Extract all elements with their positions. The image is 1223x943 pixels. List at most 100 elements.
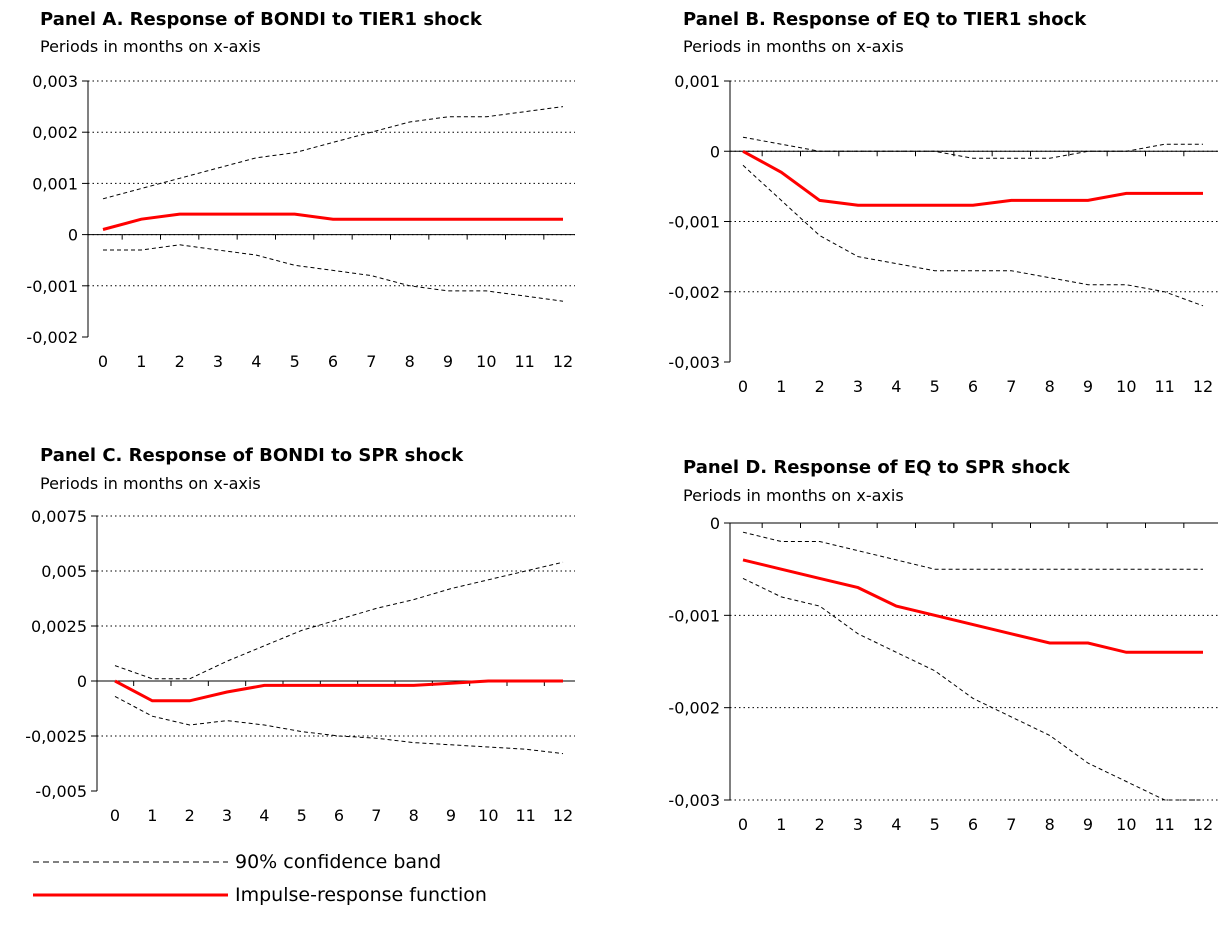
irf-series-line (102, 212, 563, 231)
confidence-band-line (742, 531, 1203, 570)
y-tick-label: 0,005 (41, 562, 87, 581)
x-tick-label: 12 (1193, 377, 1213, 396)
x-tick-label: 3 (222, 806, 232, 825)
x-tick-label: 6 (968, 377, 978, 396)
irf-series-line (742, 149, 1203, 207)
y-tick-label: -0,002 (26, 328, 78, 347)
panel-subtitle: Periods in months on x-axis (40, 37, 261, 56)
x-tick-label: 4 (251, 352, 261, 371)
x-tick-label: 11 (515, 806, 535, 825)
y-tick-label: -0,003 (668, 791, 720, 810)
x-tick-label: 0 (738, 377, 748, 396)
x-tick-label: 2 (175, 352, 185, 371)
panel-title: Panel A. Response of BONDI to TIER1 shoc… (40, 9, 483, 30)
y-tick-label: 0,0025 (31, 617, 87, 636)
chart-panel-c: Panel C. Response of BONDI to SPR shock P… (25, 445, 575, 825)
confidence-band-line (742, 136, 1203, 159)
x-tick-label: 12 (553, 806, 573, 825)
y-tick-label: 0,003 (32, 72, 78, 91)
y-tick-label: 0,001 (674, 72, 720, 91)
irf-series-line (114, 679, 563, 703)
confidence-band-line (103, 244, 564, 302)
x-tick-label: 11 (514, 352, 534, 371)
x-tick-label: 12 (1193, 815, 1213, 834)
x-tick-label: 0 (110, 806, 120, 825)
x-tick-label: 9 (446, 806, 456, 825)
y-tick-label: 0 (68, 226, 78, 245)
x-tick-label: 8 (1045, 815, 1055, 834)
confidence-band-line (742, 577, 1203, 801)
y-tick-label: -0,0025 (25, 727, 87, 746)
x-tick-label: 1 (136, 352, 146, 371)
x-tick-label: 10 (478, 806, 498, 825)
x-tick-label: 0 (738, 815, 748, 834)
x-tick-label: 7 (371, 806, 381, 825)
x-tick-label: 1 (776, 377, 786, 396)
irf-series-line (742, 558, 1203, 654)
x-tick-label: 10 (1116, 377, 1136, 396)
x-tick-label: 7 (366, 352, 376, 371)
x-tick-label: 7 (1006, 377, 1016, 396)
x-tick-label: 4 (259, 806, 269, 825)
panel-subtitle: Periods in months on x-axis (40, 474, 261, 493)
x-tick-label: 5 (930, 815, 940, 834)
y-tick-label: -0,001 (668, 606, 720, 625)
x-tick-label: 1 (147, 806, 157, 825)
x-tick-label: 5 (930, 377, 940, 396)
legend: 90% confidence band Impulse-response func… (33, 851, 487, 906)
confidence-band-line (114, 695, 564, 755)
legend-band-label: 90% confidence band (235, 851, 441, 873)
x-tick-label: 2 (815, 377, 825, 396)
x-tick-label: 10 (1116, 815, 1136, 834)
x-tick-label: 2 (815, 815, 825, 834)
y-tick-label: -0,002 (668, 699, 720, 718)
y-tick-label: -0,005 (35, 782, 87, 801)
confidence-band-line (102, 106, 564, 200)
x-tick-label: 6 (334, 806, 344, 825)
y-tick-label: 0,001 (32, 174, 78, 193)
x-tick-label: 8 (1045, 377, 1055, 396)
y-tick-label: -0,001 (668, 213, 720, 232)
x-tick-label: 9 (443, 352, 453, 371)
x-tick-label: 4 (891, 815, 901, 834)
chart-panel-a: Panel A. Response of BONDI to TIER1 shoc… (26, 9, 575, 371)
y-tick-label: 0 (710, 142, 720, 161)
x-tick-label: 8 (405, 352, 415, 371)
x-tick-label: 6 (328, 352, 338, 371)
x-tick-label: 3 (853, 377, 863, 396)
x-tick-label: 12 (553, 352, 573, 371)
panel-title: Panel B. Response of EQ to TIER1 shock (683, 9, 1087, 30)
legend-irf-label: Impulse-response function (235, 884, 487, 906)
x-tick-label: 11 (1154, 815, 1174, 834)
chart-panel-d: Panel D. Response of EQ to SPR shock Peri… (668, 457, 1218, 834)
x-tick-label: 1 (776, 815, 786, 834)
y-tick-label: 0 (710, 514, 720, 533)
y-tick-label: -0,003 (668, 353, 720, 372)
x-tick-label: 2 (185, 806, 195, 825)
chart-panel-b: Panel B. Response of EQ to TIER1 shock Pe… (668, 9, 1218, 396)
y-tick-label: 0 (77, 672, 87, 691)
confidence-band-line (114, 561, 564, 680)
x-tick-label: 7 (1006, 815, 1016, 834)
panel-subtitle: Periods in months on x-axis (683, 37, 904, 56)
confidence-band-line (742, 164, 1204, 307)
y-tick-label: -0,002 (668, 283, 720, 302)
x-tick-label: 8 (409, 806, 419, 825)
y-tick-label: 0,002 (32, 123, 78, 142)
x-tick-label: 9 (1083, 815, 1093, 834)
x-tick-label: 9 (1083, 377, 1093, 396)
x-tick-label: 5 (297, 806, 307, 825)
x-tick-label: 4 (891, 377, 901, 396)
x-tick-label: 10 (476, 352, 496, 371)
panel-title: Panel C. Response of BONDI to SPR shock (40, 445, 464, 466)
y-tick-label: -0,001 (26, 277, 78, 296)
y-tick-label: 0,0075 (31, 507, 87, 526)
x-tick-label: 6 (968, 815, 978, 834)
panel-subtitle: Periods in months on x-axis (683, 486, 904, 505)
x-tick-label: 3 (853, 815, 863, 834)
x-tick-label: 11 (1154, 377, 1174, 396)
panel-title: Panel D. Response of EQ to SPR shock (683, 457, 1071, 478)
x-tick-label: 5 (290, 352, 300, 371)
x-tick-label: 0 (98, 352, 108, 371)
